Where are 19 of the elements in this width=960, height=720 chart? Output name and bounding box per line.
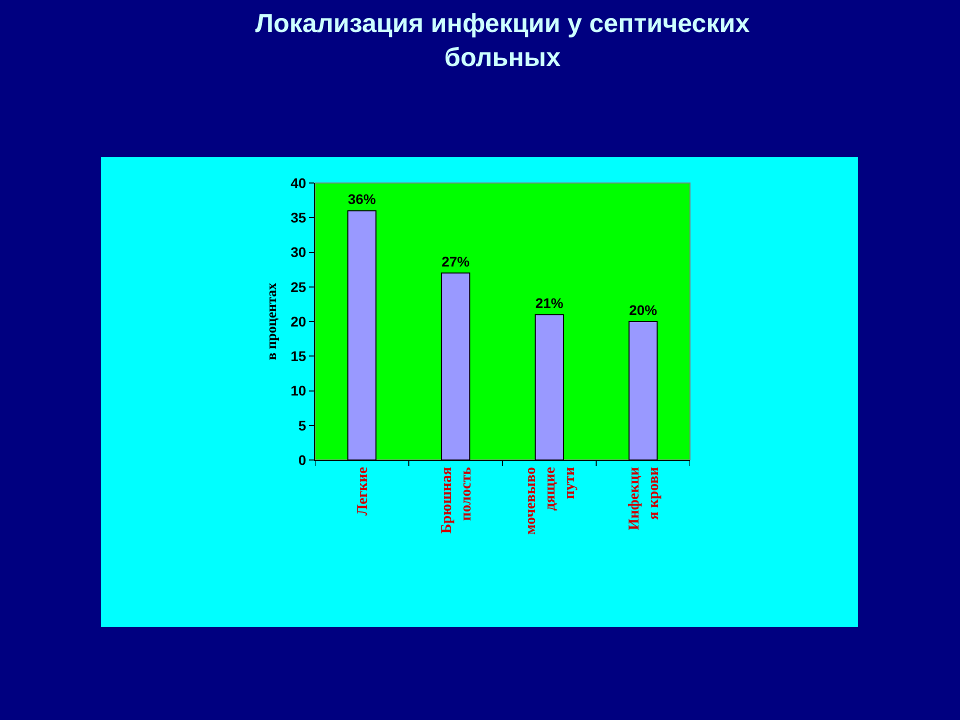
data-label: 20% xyxy=(629,302,658,318)
y-tick-label: 15 xyxy=(290,348,306,364)
x-tick-label: Брюшная полость xyxy=(438,466,474,534)
x-tick-label: Инфекци я крови xyxy=(626,466,662,530)
y-tick-label: 5 xyxy=(298,417,306,434)
x-tick-label: Легкие xyxy=(354,466,371,516)
data-label: 27% xyxy=(442,253,470,270)
y-tick-label: 25 xyxy=(290,278,306,295)
y-tick-label: 40 xyxy=(290,174,306,191)
data-label: 21% xyxy=(535,294,564,311)
y-tick-label: 30 xyxy=(290,244,306,260)
y-tick-label: 0 xyxy=(298,452,306,468)
y-tick-label: 10 xyxy=(290,382,306,399)
y-tick-label: 35 xyxy=(290,210,306,226)
chart-title: Локализация инфекции у септических больных xyxy=(255,8,750,72)
y-tick-label: 20 xyxy=(290,313,306,330)
y-axis-title: в процентах xyxy=(265,282,280,360)
x-tick-label: мочевыво дящие пути xyxy=(522,466,578,535)
data-label: 36% xyxy=(348,191,376,208)
